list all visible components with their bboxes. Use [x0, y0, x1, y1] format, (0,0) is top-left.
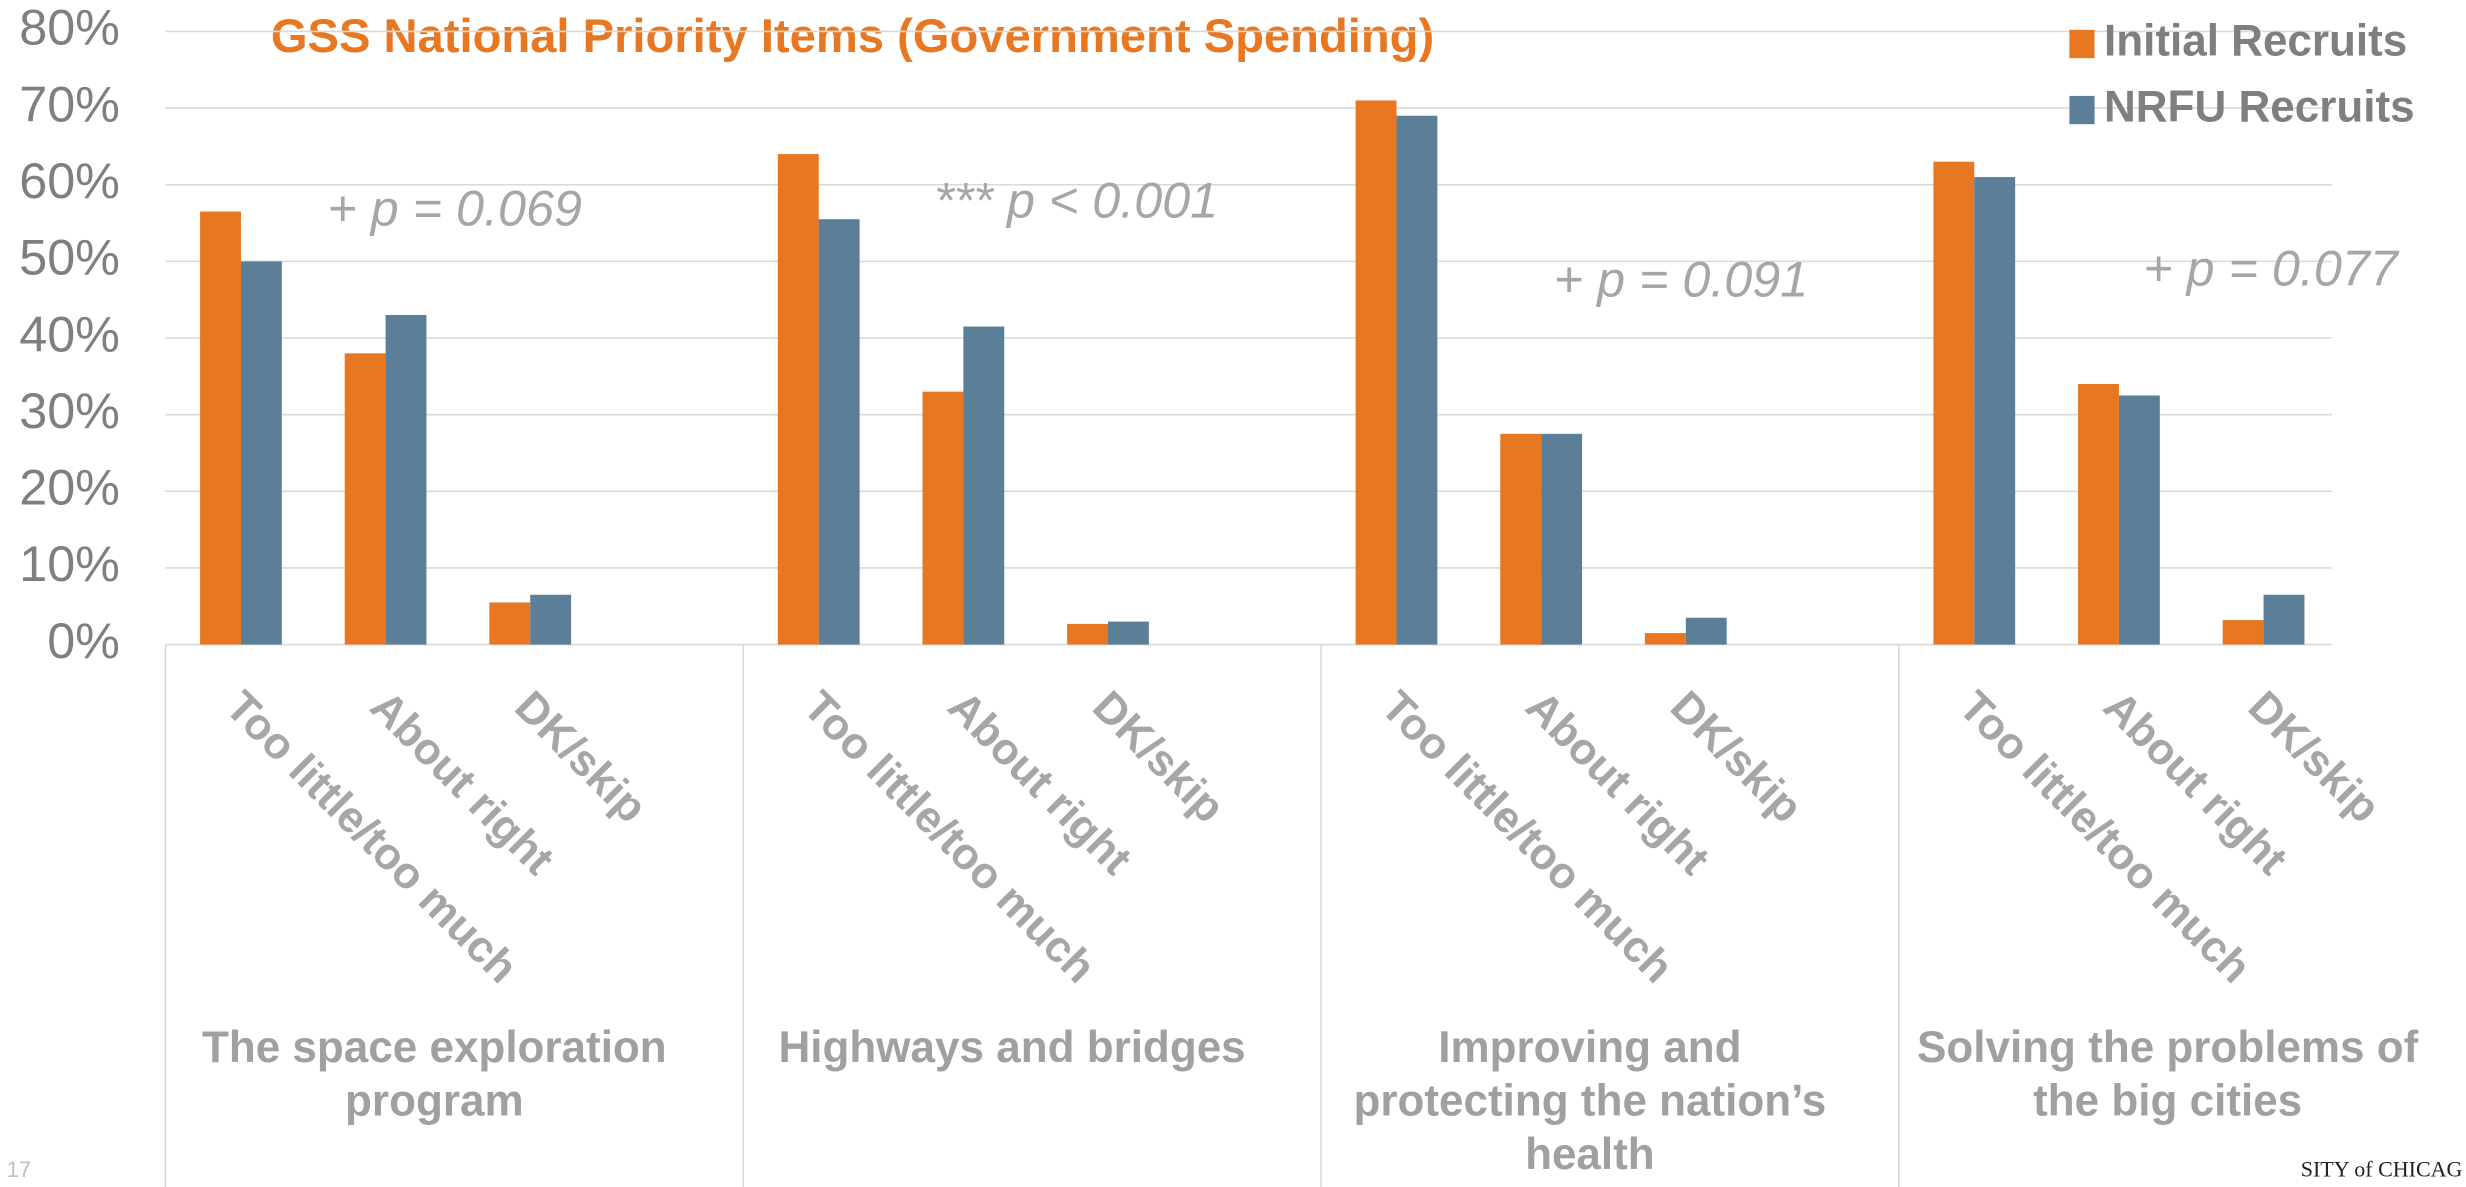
- y-tick-label: 50%: [19, 229, 120, 286]
- bar: [777, 154, 819, 645]
- x-tick-label: DK/skip: [2239, 682, 2390, 833]
- y-tick-label: 0%: [47, 612, 120, 669]
- group-label: Solving the problems of the big cities: [1917, 1023, 2419, 1125]
- group-label: Improving and protecting the nation’s heal…: [1354, 1023, 1827, 1179]
- y-tick-label: 40%: [19, 305, 120, 362]
- bar: [1541, 433, 1583, 645]
- bar: [922, 391, 964, 645]
- x-tick-label: DK/skip: [1661, 682, 1812, 833]
- chart-title: GSS National Priority Items (Government …: [271, 9, 1434, 62]
- y-tick-label: 10%: [19, 535, 120, 592]
- bar: [1974, 177, 2016, 645]
- bar: [2263, 594, 2305, 645]
- y-tick-label: 60%: [19, 152, 120, 209]
- annotation: + p = 0.069: [327, 180, 582, 237]
- bar: [1067, 623, 1109, 645]
- bar: [240, 261, 282, 645]
- x-tick-label: Too little/too much: [794, 682, 1105, 993]
- bar: [963, 326, 1005, 645]
- legend-label: Initial Recruits: [2104, 17, 2407, 66]
- bar: [1500, 433, 1542, 645]
- bar: [2222, 620, 2264, 645]
- y-tick-label: 30%: [19, 382, 120, 439]
- legend-swatch: [2069, 95, 2095, 125]
- group-label: The space exploration program: [202, 1023, 667, 1125]
- x-tick-label: Too little/too much: [1950, 682, 2261, 993]
- page-number: 17: [7, 1157, 31, 1182]
- y-tick-label: 80%: [19, 0, 120, 56]
- bar: [1933, 161, 1975, 645]
- legend-swatch: [2069, 29, 2095, 59]
- y-tick-label: 70%: [19, 75, 120, 132]
- bar: [1644, 633, 1686, 645]
- footer: SITY of CHICAG: [2301, 1156, 2463, 1181]
- bar: [344, 353, 386, 645]
- group-label: Highways and bridges: [779, 1023, 1246, 1072]
- bar: [489, 602, 531, 645]
- x-tick-label: Too little/too much: [1372, 682, 1683, 993]
- bar: [385, 315, 427, 645]
- annotation: + p = 0.077: [2143, 239, 2400, 296]
- bar: [1108, 621, 1149, 645]
- bar: [530, 594, 572, 645]
- bar: [1355, 100, 1397, 645]
- annotation: *** p < 0.001: [934, 172, 1218, 229]
- y-tick-label: 20%: [19, 459, 120, 516]
- x-tick-label: DK/skip: [1083, 682, 1234, 833]
- bar: [2078, 384, 2119, 645]
- bar: [818, 219, 860, 645]
- x-tick-label: DK/skip: [506, 682, 657, 833]
- x-tick-label: Too little/too much: [216, 682, 527, 993]
- bar: [1685, 617, 1727, 645]
- legend-label: NRFU Recruits: [2104, 83, 2415, 132]
- annotation: + p = 0.091: [1554, 250, 1809, 307]
- bar: [2118, 395, 2160, 645]
- bar: [1396, 115, 1438, 645]
- bar: [200, 211, 241, 645]
